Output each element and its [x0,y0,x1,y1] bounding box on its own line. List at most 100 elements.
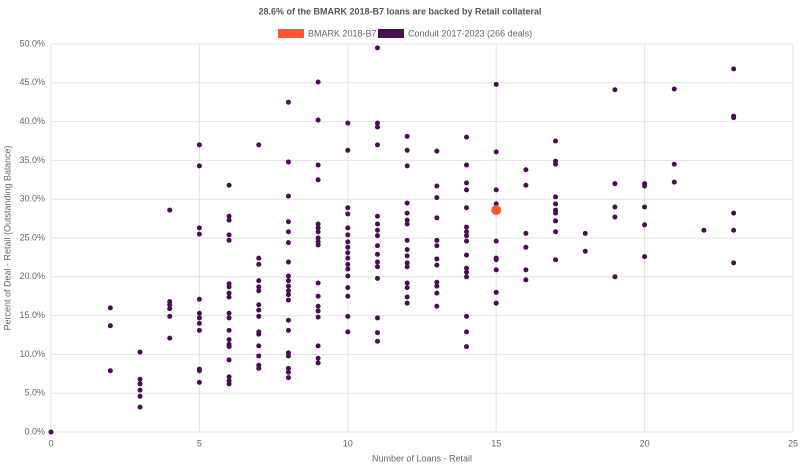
scatter-point [107,323,113,329]
scatter-point [553,229,559,235]
scatter-point [374,213,380,219]
scatter-point [226,344,232,350]
scatter-point [285,99,291,105]
scatter-point [553,257,559,263]
scatter-point [345,266,351,272]
x-axis-label: Number of Loans - Retail [372,453,472,463]
scatter-point [226,182,232,188]
scatter-point [374,338,380,344]
scatter-point [226,237,232,243]
y-tick-label: 15.0% [19,310,45,320]
scatter-point [642,222,648,228]
scatter-point [285,297,291,303]
scatter-point [434,256,440,262]
scatter-point [464,274,470,280]
scatter-point [553,161,559,167]
scatter-point [285,159,291,165]
scatter-point [434,215,440,221]
y-tick-label: 45.0% [19,77,45,87]
scatter-point [523,230,529,236]
scatter-point [315,314,321,320]
scatter-point [434,148,440,154]
scatter-point [226,327,232,333]
scatter-point [464,329,470,335]
scatter-point [196,296,202,302]
scatter-point [434,279,440,285]
scatter-point [256,278,262,284]
scatter-point [464,180,470,186]
scatter-point [345,261,351,267]
scatter-point [374,259,380,265]
scatter-point [464,252,470,258]
scatter-point [196,231,202,237]
scatter-point [315,229,321,235]
scatter-point [315,162,321,168]
legend-label: BMARK 2018-B7 [308,28,377,38]
scatter-point [315,293,321,299]
scatter-point [434,262,440,268]
y-tick-label: 10.0% [19,349,45,359]
scatter-point [404,217,410,223]
y-axis-label: Percent of Deal - Retail (Outstanding Ba… [2,145,12,330]
scatter-point [196,225,202,231]
scatter-point [374,264,380,270]
scatter-point [493,300,499,306]
scatter-point [553,210,559,216]
scatter-point [434,303,440,309]
scatter-point [523,277,529,283]
scatter-point [256,353,262,359]
scatter-point [553,201,559,207]
scatter-point [404,300,410,306]
x-tick-label: 0 [48,438,53,448]
scatter-point [315,280,321,286]
scatter-point [196,379,202,385]
scatter-point [315,308,321,314]
scatter-point [493,257,499,263]
scatter-point [582,230,588,236]
scatter-point [374,315,380,321]
y-tick-label: 30.0% [19,194,45,204]
legend-label: Conduit 2017-2023 (266 deals) [408,28,532,38]
scatter-point [285,317,291,323]
scatter-point [493,267,499,273]
scatter-point [315,360,321,366]
scatter-point [285,369,291,375]
scatter-point [196,327,202,333]
scatter-point [315,303,321,309]
scatter-point [434,195,440,201]
scatter-point [404,253,410,259]
scatter-point [256,255,262,261]
scatter-point [345,329,351,335]
y-tick-label: 5.0% [24,388,45,398]
scatter-point [226,217,232,223]
x-tick-label: 20 [640,438,650,448]
scatter-point [345,293,351,299]
scatter-point [256,142,262,148]
scatter-point [285,278,291,284]
scatter-point [493,187,499,193]
scatter-point [226,381,232,387]
scatter-point [464,233,470,239]
scatter-point [404,294,410,300]
chart-title: 28.6% of the BMARK 2018-B7 loans are bac… [258,6,541,16]
scatter-point [731,66,737,72]
scatter-point [434,243,440,249]
x-tick-label: 5 [197,438,202,448]
scatter-point [345,225,351,231]
scatter-point [285,283,291,289]
scatter-point [404,210,410,216]
scatter-point [374,243,380,249]
scatter-point [285,365,291,371]
scatter-point [464,224,470,230]
y-tick-label: 25.0% [19,232,45,242]
scatter-point [285,273,291,279]
scatter-point [315,343,321,349]
scatter-point [612,181,618,187]
scatter-point [464,162,470,168]
scatter-point [345,205,351,211]
scatter-point [226,232,232,238]
scatter-point [315,221,321,227]
scatter-point [523,267,529,273]
scatter-point [345,313,351,319]
